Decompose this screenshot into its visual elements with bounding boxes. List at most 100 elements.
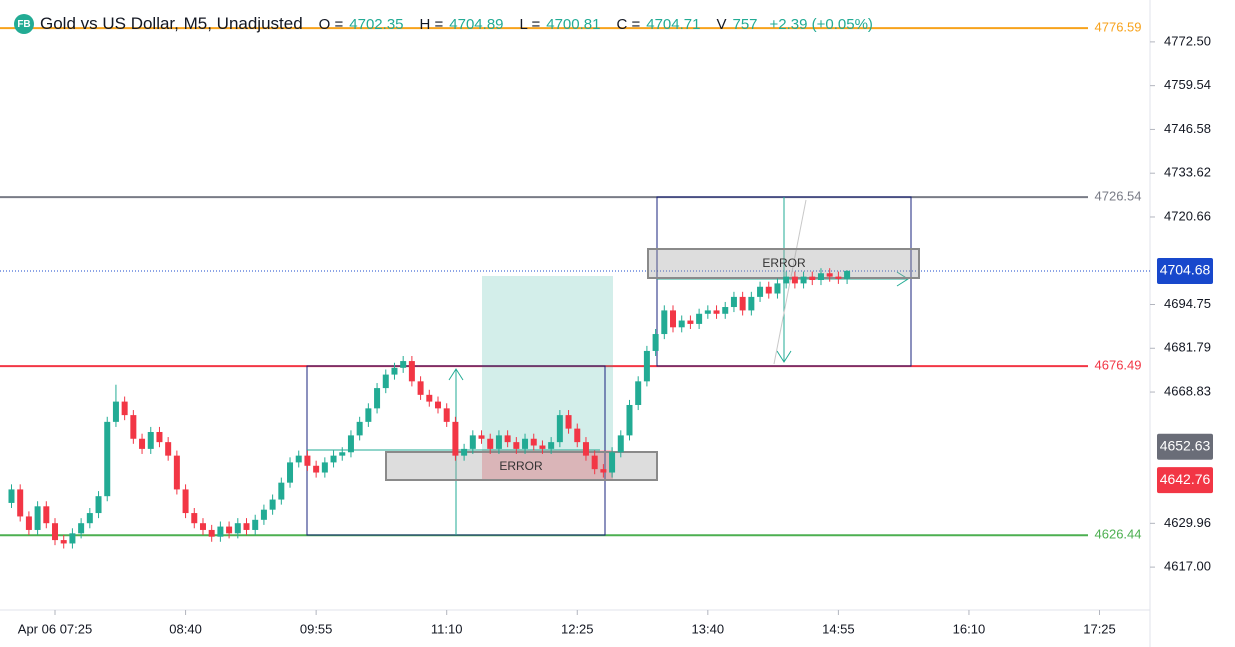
candle-body: [365, 408, 372, 422]
candle-body: [408, 361, 415, 382]
level-label-bg: [1088, 188, 1148, 207]
candle-body: [104, 421, 111, 497]
y-tick-label: 4668.83: [1164, 383, 1211, 398]
ohlc-key: V: [716, 15, 727, 33]
x-tick-label: Apr 06 07:25: [18, 621, 92, 636]
candle-body: [95, 496, 102, 514]
candle-body: [191, 513, 198, 524]
chart-title: Gold vs US Dollar, M5, Unadjusted: [40, 14, 303, 33]
candle-body: [165, 442, 172, 456]
y-tick-label: 4772.50: [1164, 33, 1211, 48]
candle-body: [661, 310, 668, 335]
ohlc-value: 4704.89: [449, 15, 504, 33]
candle-body: [60, 540, 67, 544]
y-tick-label: 4681.79: [1164, 340, 1211, 355]
candle-body: [687, 320, 694, 324]
candle-body: [817, 273, 824, 281]
annotation: ERROR: [499, 459, 543, 473]
symbol-badge: FB: [14, 14, 34, 34]
ohlc-value: 4702.35: [349, 15, 404, 33]
profit-zone: [482, 276, 613, 450]
candle-body: [713, 310, 720, 314]
candle-body: [400, 361, 407, 368]
candle-body: [452, 421, 459, 456]
level-label: 4776.59: [1095, 20, 1142, 35]
candle-body: [461, 448, 468, 456]
candle-body: [278, 482, 285, 500]
candle-body: [582, 442, 589, 456]
ohlc-key: L =: [519, 15, 541, 33]
candle-body: [313, 465, 320, 473]
level-label: 4726.54: [1095, 189, 1142, 204]
candle-body: [635, 381, 642, 405]
candle-body: [25, 516, 32, 530]
candle-body: [539, 445, 546, 449]
candle-body: [217, 526, 224, 537]
candle-body: [243, 523, 250, 530]
y-tick-label: 4746.58: [1164, 121, 1211, 136]
candle-body: [269, 499, 276, 510]
candle-body: [156, 431, 163, 443]
candle-body: [130, 415, 137, 439]
price-label-box: [1157, 257, 1213, 284]
arrow-head: [776, 350, 792, 363]
candle-body: [121, 401, 128, 416]
y-tick-label: 4733.62: [1164, 165, 1211, 180]
ohlc-key: O =: [318, 15, 344, 33]
candle-body: [304, 455, 311, 466]
candle-body: [626, 404, 633, 436]
x-tick-label: 12:25: [561, 621, 594, 636]
y-tick-label: 4617.00: [1164, 559, 1211, 574]
candle-body: [374, 388, 381, 409]
candle-body: [147, 431, 154, 449]
candle-body: [722, 307, 729, 314]
candle-body: [765, 286, 772, 294]
ohlc-key: H =: [419, 15, 444, 33]
error-box: [647, 248, 920, 279]
candle-body: [434, 401, 441, 409]
candle-body: [139, 438, 146, 449]
candle-body: [739, 296, 746, 311]
candle-body: [52, 523, 59, 541]
candle-body: [643, 350, 650, 382]
legend-header: FB Gold vs US Dollar, M5, Unadjusted O =…: [14, 14, 873, 34]
candle-body: [356, 421, 363, 436]
ohlc-value: 4704.71: [646, 15, 701, 33]
candles: [8, 268, 851, 549]
drawings: ERROR ERROR: [306, 196, 920, 536]
candle-body: [495, 435, 502, 449]
candle-body: [382, 374, 389, 389]
candle-body: [783, 276, 790, 284]
candle-body: [330, 455, 337, 463]
candle-body: [417, 381, 424, 395]
candle-body: [513, 442, 520, 449]
level-label: 4676.49: [1095, 358, 1142, 373]
ohlc-value: 757: [732, 15, 758, 33]
candle-body: [844, 270, 851, 279]
candle-body: [548, 442, 555, 449]
candle-body: [321, 462, 328, 473]
candle-body: [287, 462, 294, 483]
candle-body: [182, 489, 189, 514]
x-tick-label: 09:55: [300, 621, 333, 636]
candle-body: [469, 435, 476, 449]
candle-body: [530, 438, 537, 446]
candle-body: [678, 320, 685, 328]
candle-body: [791, 276, 798, 284]
candle-body: [652, 334, 659, 351]
candle-body: [774, 283, 781, 294]
candle-body: [556, 415, 563, 443]
candle-body: [8, 489, 15, 503]
candle-body: [112, 401, 119, 422]
candle-body: [69, 533, 76, 544]
candle-body: [34, 506, 41, 530]
candle-body: [339, 452, 346, 456]
candle-body: [260, 509, 267, 520]
price-label-box: [1157, 467, 1213, 494]
change-value: +2.39 (+0.05%): [769, 15, 873, 33]
candle-body: [600, 469, 607, 473]
y-tick-label: 4720.66: [1164, 208, 1211, 223]
price-label: 4652.63: [1160, 437, 1211, 453]
candle-body: [591, 455, 598, 470]
candle-body: [78, 523, 85, 534]
